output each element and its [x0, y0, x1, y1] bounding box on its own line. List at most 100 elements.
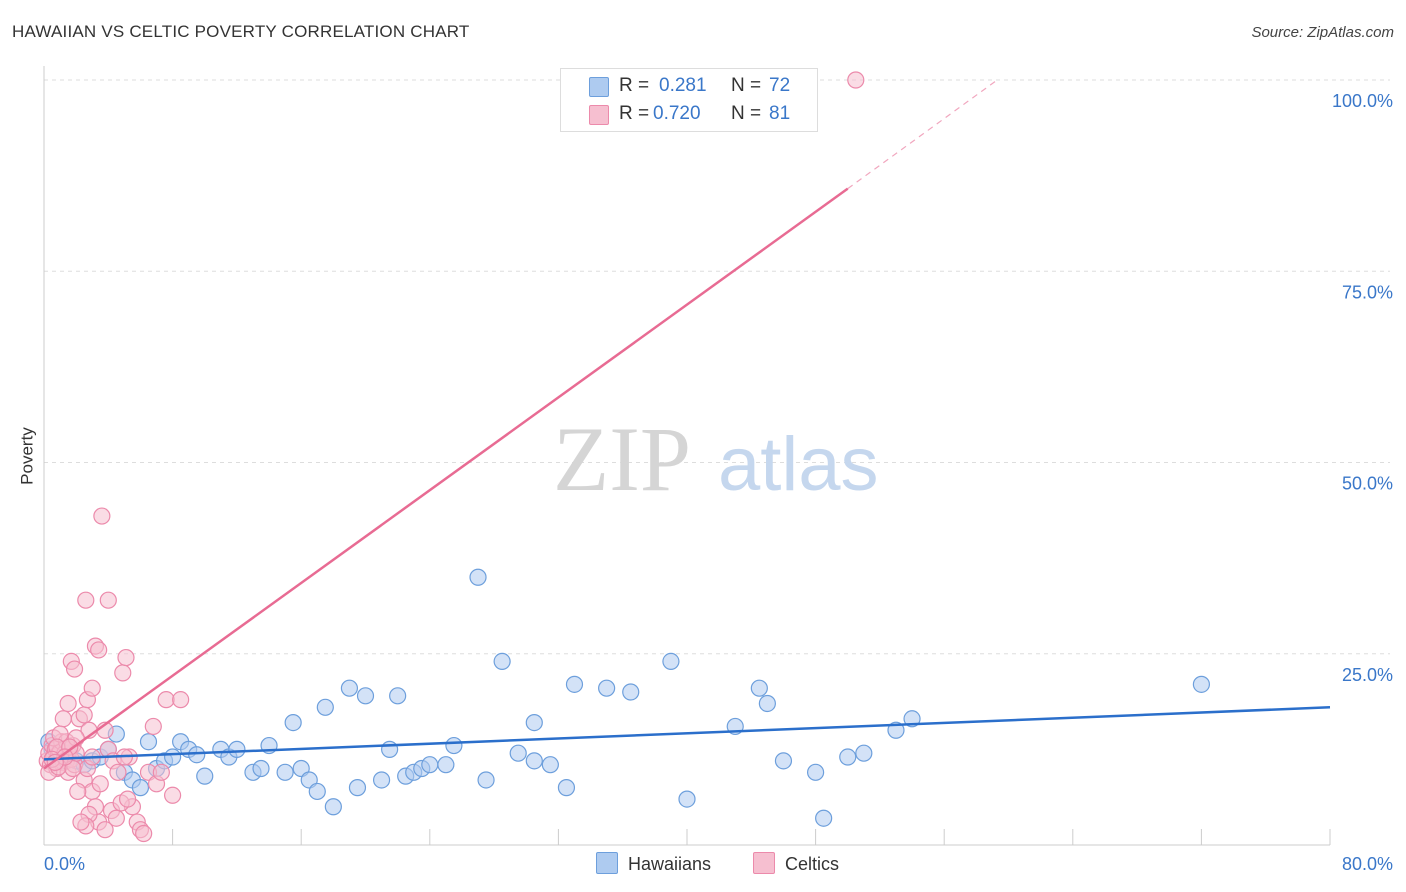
celtics-point [54, 710, 72, 728]
celtics-trend-extension [847, 79, 998, 190]
y-tick-label: 25.0% [1342, 665, 1393, 685]
hawaiians-point [324, 798, 342, 816]
celtics-point [152, 763, 170, 781]
hawaiians-point [662, 652, 680, 671]
hawaiians-point [541, 756, 559, 774]
celtics-point [65, 660, 84, 678]
celtics-point [144, 717, 162, 736]
hawaiians-point [421, 756, 439, 774]
hawaiians-legend-swatch [596, 852, 618, 874]
source-credit: Source: ZipAtlas.com [1251, 24, 1394, 41]
hawaiians-point [855, 744, 873, 762]
hawaiians-point [557, 779, 576, 797]
hawaiians-point [139, 733, 158, 751]
celtics-point [99, 591, 117, 609]
hawaiians-point [188, 746, 206, 764]
celtics-point [69, 782, 87, 801]
celtics-points [38, 71, 865, 843]
hawaiians-point [815, 809, 833, 827]
celtics-legend-swatch [753, 852, 775, 874]
hawaiians-point [316, 698, 334, 716]
r-value: 0.720 [653, 103, 701, 124]
watermark-atlas: atlas [718, 422, 879, 507]
hawaiians-trend-line [43, 706, 1331, 761]
celtics-point [59, 694, 77, 713]
celtics-point [135, 824, 153, 843]
hawaiians-point [469, 568, 487, 586]
hawaiians-points [40, 568, 1211, 827]
celtics-point [83, 679, 101, 697]
stats-legend: R = 0.281 N = 72 R = 0.720 N = 81 [560, 68, 818, 132]
celtics-point [117, 648, 135, 667]
celtics-point [172, 691, 190, 709]
n-value: 72 [769, 75, 791, 96]
celtics-point [90, 641, 108, 659]
r-label: R = [619, 103, 650, 124]
y-tick-label: 100.0% [1332, 91, 1393, 111]
hawaiians-swatch [589, 77, 609, 97]
hawaiians-point [1192, 675, 1211, 693]
hawaiians-point [228, 740, 246, 758]
x-tick-label: 80.0% [1342, 854, 1393, 874]
celtics-trend-line [43, 187, 849, 770]
celtics-point [118, 790, 137, 808]
celtics-point [847, 71, 865, 89]
hawaiians-point [525, 752, 543, 770]
hawaiians-point [252, 759, 270, 778]
n-label: N = [731, 75, 762, 96]
celtics-point [75, 706, 93, 724]
celtics-point [157, 691, 175, 709]
hawaiians-point [678, 790, 696, 808]
hawaiians-point [389, 687, 407, 705]
hawaiians-point [381, 740, 399, 758]
hawaiians-point [437, 756, 455, 774]
hawaiians-point [598, 679, 616, 697]
n-label: N = [731, 103, 762, 124]
y-tick-label: 75.0% [1342, 282, 1393, 302]
hawaiians-point [284, 713, 302, 732]
axes [43, 66, 1331, 846]
celtics-point [96, 821, 114, 839]
chart-title: HAWAIIAN VS CELTIC POVERTY CORRELATION C… [12, 22, 470, 41]
watermark-zip: ZIP [553, 408, 691, 510]
hawaiians-point [903, 710, 921, 728]
n-value: 81 [769, 103, 791, 124]
hawaiians-point [493, 652, 511, 671]
hawaiians-point [509, 744, 527, 762]
gridlines [44, 79, 1390, 655]
hawaiians-point [372, 771, 391, 789]
celtics-point [77, 591, 95, 609]
hawaiians-point [622, 683, 640, 701]
celtics-point [164, 786, 182, 804]
celtics-point [93, 507, 111, 525]
hawaiians-point [276, 763, 294, 781]
hawaiians-point [525, 713, 543, 732]
legend-item-hawaiians[interactable]: Hawaiians [596, 852, 711, 875]
celtics-point [109, 763, 127, 781]
hawaiians-point [477, 771, 495, 789]
celtics-point [91, 775, 109, 793]
watermark: ZIP atlas [553, 408, 879, 510]
y-tick-label: 50.0% [1342, 474, 1393, 494]
hawaiians-point [839, 748, 857, 766]
hawaiians-point [356, 687, 375, 705]
r-label: R = [619, 75, 650, 96]
stats-row-hawaiians: R = 0.281 N = 72 [561, 73, 817, 101]
x-tick-label: 0.0% [44, 854, 85, 874]
legend-item-celtics[interactable]: Celtics [753, 852, 839, 875]
hawaiians-point [164, 748, 182, 766]
hawaiians-legend-label: Hawaiians [628, 854, 712, 874]
hawaiians-point [565, 675, 584, 693]
hawaiians-point [348, 779, 367, 797]
celtics-swatch [589, 105, 609, 125]
hawaiians-point [758, 694, 776, 713]
trend-lines [43, 79, 1331, 770]
celtics-point [114, 664, 132, 682]
stats-row-celtics: R = 0.720 N = 81 [561, 101, 817, 129]
hawaiians-point [340, 679, 359, 697]
hawaiians-point [774, 752, 793, 770]
celtics-point [107, 809, 125, 827]
hawaiians-point [750, 679, 768, 697]
celtics-point [72, 813, 90, 831]
